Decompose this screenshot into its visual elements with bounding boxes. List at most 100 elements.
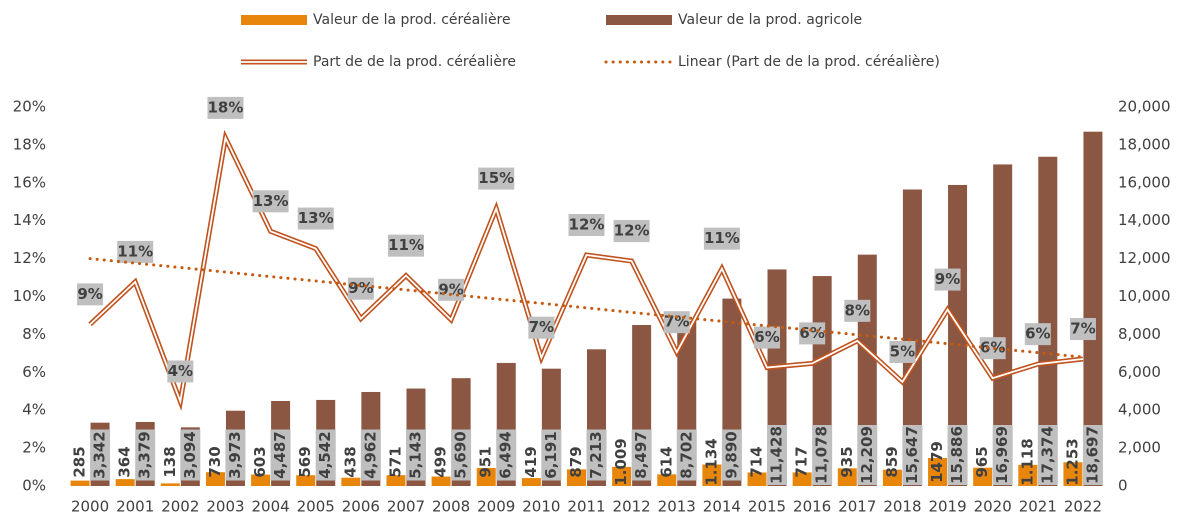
x-tick-label: 2000 xyxy=(71,498,109,516)
data-label: 5% xyxy=(890,342,915,360)
data-label: 11% xyxy=(704,229,740,247)
data-label: 1479 xyxy=(928,441,946,483)
data-label-box xyxy=(979,337,1006,360)
data-label: 3,094 xyxy=(181,431,199,478)
data-label: 614 xyxy=(657,446,675,477)
data-label-box xyxy=(207,96,244,119)
data-label-box xyxy=(631,429,652,481)
data-label-box xyxy=(180,429,201,481)
x-tick-label: 2005 xyxy=(297,498,335,516)
data-label: 285 xyxy=(71,446,89,477)
x-tick-label: 2006 xyxy=(342,498,380,516)
bar xyxy=(902,189,922,486)
data-label-box xyxy=(586,429,607,481)
data-label: 15% xyxy=(478,169,514,187)
bar xyxy=(1018,464,1038,486)
y-tick-label: 2% xyxy=(22,439,46,457)
bar xyxy=(386,475,406,486)
y2-tick-label: 20,000 xyxy=(1118,98,1171,116)
legend-label: Linear (Part de de la prod. céréalière) xyxy=(678,54,940,70)
y-tick-label: 14% xyxy=(13,211,46,229)
data-label: 951 xyxy=(477,446,495,477)
data-label: 12,209 xyxy=(858,426,876,484)
bar xyxy=(1083,131,1103,487)
y2-tick-label: 16,000 xyxy=(1118,173,1171,191)
data-label: 6,191 xyxy=(542,431,560,478)
y2-tick-label: 8,000 xyxy=(1118,325,1161,343)
data-label: 9,890 xyxy=(722,431,740,478)
data-label: 6% xyxy=(980,339,1005,357)
y-tick-label: 12% xyxy=(13,249,46,267)
bar xyxy=(882,469,902,486)
data-label: 6% xyxy=(799,324,824,342)
data-label: 16,969 xyxy=(993,426,1011,484)
data-label-box xyxy=(347,277,374,300)
legend-swatch xyxy=(241,15,307,25)
legend-label: Valeur de la prod. agricole xyxy=(678,12,862,28)
bar xyxy=(948,184,968,486)
data-label: 499 xyxy=(432,446,450,477)
y-tick-label: 4% xyxy=(22,401,46,419)
data-label: 6% xyxy=(754,328,779,346)
data-label-box xyxy=(90,429,111,481)
data-label-box xyxy=(947,425,968,485)
y-tick-label: 6% xyxy=(22,363,46,381)
bar xyxy=(70,480,90,486)
x-tick-label: 2007 xyxy=(387,498,425,516)
data-label: 419 xyxy=(522,446,540,477)
bar xyxy=(341,477,361,486)
bar xyxy=(205,472,225,486)
x-tick-label: 2019 xyxy=(928,498,966,516)
bar xyxy=(1063,462,1083,486)
data-label: 364 xyxy=(116,446,134,477)
data-label-box xyxy=(225,429,246,481)
data-label: 438 xyxy=(341,446,359,477)
data-label: 8% xyxy=(845,301,870,319)
data-label: 1.118 xyxy=(1018,438,1036,485)
bar xyxy=(476,467,496,486)
data-label-box xyxy=(613,220,650,243)
y2-tick-label: 18,000 xyxy=(1118,135,1171,153)
bar xyxy=(431,476,451,486)
y-tick-label: 8% xyxy=(22,325,46,343)
bar xyxy=(251,474,271,486)
x-tick-label: 2002 xyxy=(161,498,199,516)
x-tick-label: 2017 xyxy=(838,498,876,516)
data-label-box xyxy=(889,340,916,363)
x-tick-label: 2004 xyxy=(251,498,289,516)
data-label: 12% xyxy=(614,222,650,240)
x-tick-label: 2010 xyxy=(522,498,560,516)
x-tick-label: 2016 xyxy=(793,498,831,516)
data-label-box xyxy=(405,429,426,481)
data-label-box xyxy=(135,429,156,481)
bar xyxy=(657,474,677,486)
data-label: 6% xyxy=(1025,325,1050,343)
data-label: 9% xyxy=(935,270,960,288)
data-label: 13% xyxy=(298,209,334,227)
data-label-box xyxy=(1069,318,1096,341)
bar xyxy=(928,457,948,486)
x-tick-label: 2011 xyxy=(567,498,605,516)
x-tick-label: 2001 xyxy=(116,498,154,516)
y2-tick-label: 2,000 xyxy=(1118,439,1161,457)
data-label: 1.134 xyxy=(702,438,720,485)
data-label: 8,497 xyxy=(632,431,650,478)
data-label: 4,542 xyxy=(316,431,334,478)
x-tick-label: 2009 xyxy=(477,498,515,516)
data-label-box xyxy=(902,425,923,485)
data-label: 18,697 xyxy=(1083,426,1101,484)
data-label: 15,886 xyxy=(948,426,966,484)
data-label: 17,374 xyxy=(1038,426,1056,484)
data-label-box xyxy=(676,429,697,481)
x-tick-label: 2012 xyxy=(613,498,651,516)
data-label-box xyxy=(812,425,833,485)
data-label: 9% xyxy=(348,279,373,297)
data-label: 935 xyxy=(838,446,856,477)
data-label-box xyxy=(767,425,788,485)
data-label: 18% xyxy=(208,98,244,116)
data-label-box xyxy=(360,429,381,481)
data-label: 730 xyxy=(206,446,224,477)
x-tick-label: 2021 xyxy=(1019,498,1057,516)
data-label-box xyxy=(77,283,104,306)
